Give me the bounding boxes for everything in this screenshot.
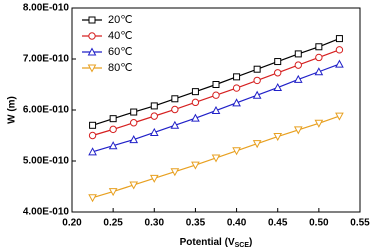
marker (108, 188, 118, 197)
y-axis-label: W (m) (7, 96, 18, 124)
marker (253, 76, 261, 85)
marker (108, 141, 118, 150)
legend-marker (87, 64, 97, 73)
marker (252, 90, 262, 99)
marker (149, 174, 159, 183)
x-label-sub: SCE (235, 242, 250, 249)
marker (191, 88, 199, 96)
marker (211, 105, 221, 115)
legend-label: 60℃ (108, 46, 133, 58)
marker (274, 69, 282, 77)
marker (191, 161, 200, 170)
marker (129, 135, 139, 144)
marker (130, 108, 138, 116)
marker (253, 65, 261, 73)
marker (335, 46, 344, 54)
marker (233, 73, 241, 81)
marker (170, 120, 180, 129)
marker (293, 126, 303, 135)
legend-label: 40℃ (108, 30, 133, 42)
x-axis-label: Potential (VSCE) (180, 237, 253, 249)
marker (150, 112, 158, 120)
marker (314, 119, 324, 128)
y-tick-label: 7.00E-010 (23, 54, 70, 65)
marker (109, 115, 117, 123)
marker (150, 102, 158, 110)
y-tick-label: 5.00E-010 (23, 156, 70, 167)
y-tick-label: 4.00E-010 (23, 207, 70, 218)
x-tick-label: 0.35 (186, 218, 206, 229)
legend-marker (88, 16, 96, 24)
marker (335, 59, 344, 68)
marker (88, 147, 97, 156)
legend-marker (87, 47, 97, 56)
marker (315, 53, 323, 62)
marker (294, 61, 302, 69)
marker (335, 35, 343, 43)
marker (273, 83, 283, 92)
legend-label: 80℃ (108, 62, 133, 74)
x-tick-label: 0.25 (103, 218, 123, 229)
y-tick-label: 8.00E-010 (23, 3, 70, 14)
legend-marker (88, 32, 96, 40)
marker (171, 95, 179, 103)
marker (191, 113, 200, 122)
marker (211, 154, 221, 163)
x-tick-label: 0.40 (227, 218, 247, 229)
marker (314, 67, 324, 76)
marker (149, 127, 159, 136)
marker (191, 98, 200, 107)
marker (88, 131, 97, 140)
marker (130, 119, 138, 127)
marker (170, 168, 180, 177)
marker (274, 58, 282, 66)
marker (252, 140, 262, 149)
marker (109, 125, 117, 134)
marker (171, 105, 179, 114)
marker (88, 194, 97, 203)
x-tick-label: 0.20 (62, 218, 82, 229)
marker (273, 133, 283, 142)
x-label-main: Potential (V (180, 237, 235, 248)
marker (315, 43, 323, 51)
marker (129, 181, 139, 190)
marker (89, 121, 97, 129)
marker (212, 91, 220, 99)
marker (232, 84, 241, 92)
x-tick-label: 0.50 (309, 218, 329, 229)
marker (212, 81, 220, 88)
x-tick-label: 0.55 (350, 218, 370, 229)
x-tick-label: 0.30 (145, 218, 165, 229)
marker (294, 50, 302, 58)
marker (232, 98, 241, 107)
x-label-end: ) (249, 237, 252, 248)
marker (293, 74, 303, 83)
x-tick-label: 0.45 (268, 218, 288, 229)
legend-label: 20℃ (108, 14, 133, 26)
marker (232, 147, 241, 156)
marker (335, 112, 344, 121)
y-tick-label: 6.00E-010 (23, 105, 70, 116)
